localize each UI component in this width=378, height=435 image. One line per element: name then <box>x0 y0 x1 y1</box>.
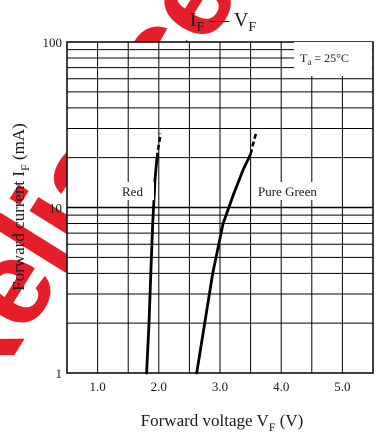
ambient-temperature-annotation: Ta = 25°C <box>300 51 349 67</box>
x-tick-label: 2.0 <box>151 379 167 394</box>
series-label-red: Red <box>122 184 143 199</box>
series-line-dashed-pure-green <box>249 130 258 155</box>
y-tick-label: 100 <box>43 35 63 50</box>
chart-title: IF — VF <box>190 9 257 35</box>
y-tick-label: 1 <box>56 366 63 381</box>
y-axis-title: Forward current IF (mA) <box>9 123 32 291</box>
series-line-dashed-red <box>155 133 162 158</box>
x-tick-label: 5.0 <box>334 379 350 394</box>
grid <box>67 42 373 373</box>
x-tick-label: 3.0 <box>212 379 228 394</box>
x-tick-label: 1.0 <box>89 379 105 394</box>
x-axis-title: Forward voltage VF (V) <box>141 411 304 434</box>
series-line-red <box>145 156 159 375</box>
series-label-red-background <box>118 182 154 200</box>
plot-frame <box>66 41 374 374</box>
annotation-box: Ta = 25°C <box>294 42 372 76</box>
x-tick-label: 4.0 <box>273 379 289 394</box>
annotation-background <box>294 42 372 76</box>
series-label-green-background <box>254 182 334 200</box>
tick-labels: 1.0 2.0 3.0 4.0 5.0 1 10 100 <box>43 35 351 394</box>
series <box>145 130 258 375</box>
series-line-pure-green <box>195 152 252 375</box>
y-tick-label: 10 <box>49 201 62 216</box>
series-label-pure-green: Pure Green <box>258 184 317 199</box>
